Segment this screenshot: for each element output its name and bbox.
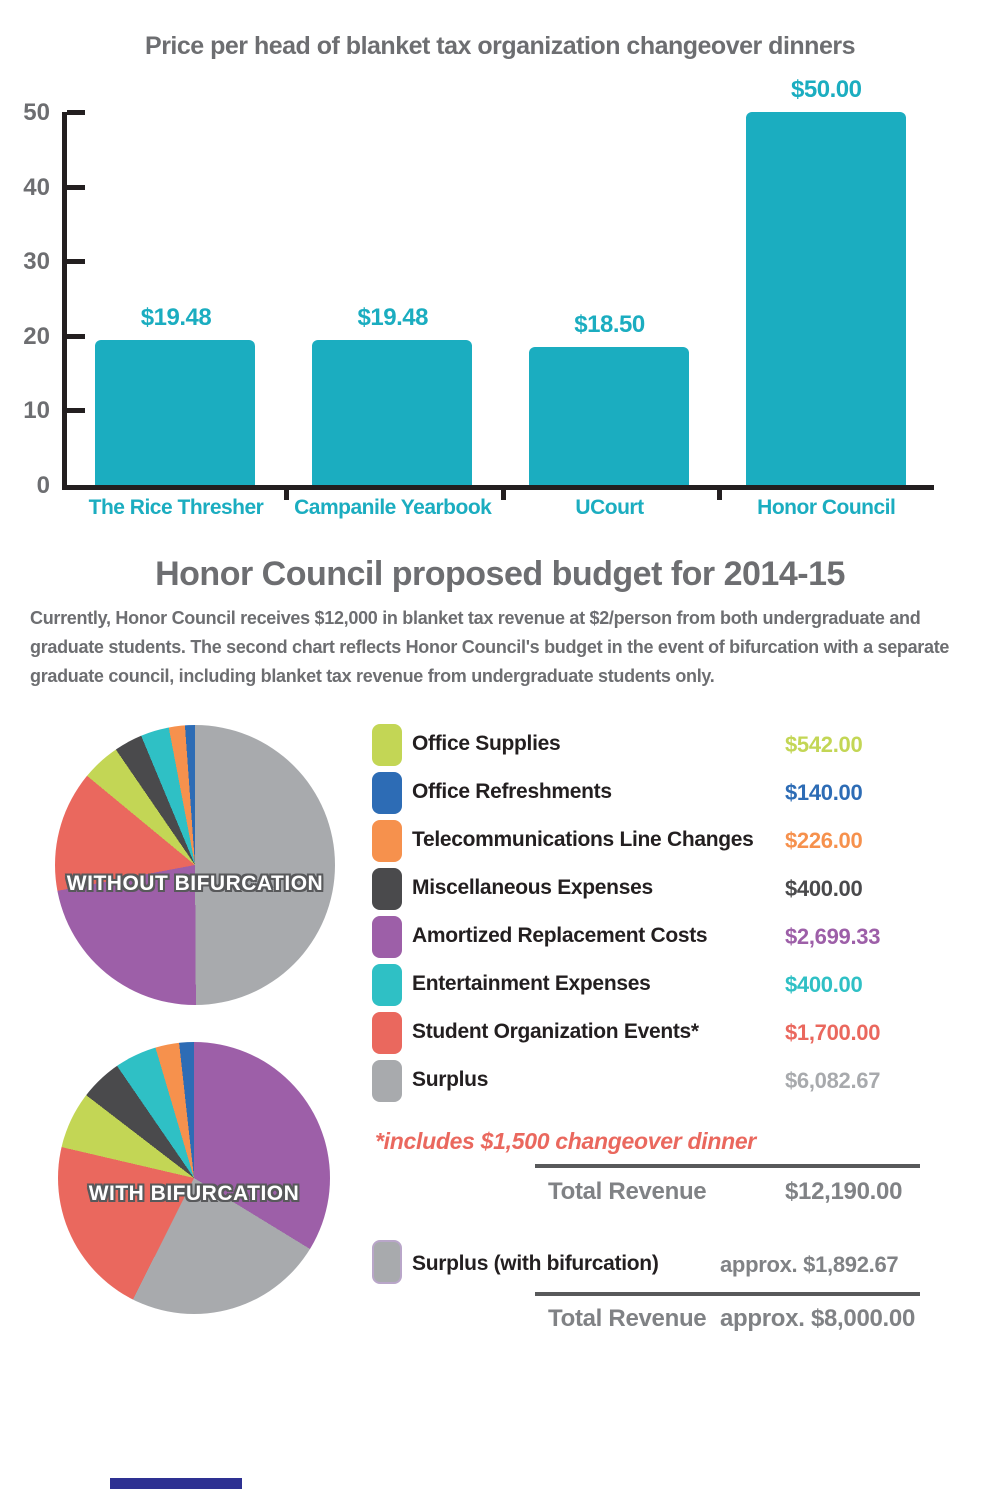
x-axis-category-label: Campanile Yearbook bbox=[294, 496, 492, 519]
pie-chart-with-bifurcation bbox=[58, 1042, 330, 1314]
bar-value-label: $19.48 bbox=[140, 303, 212, 331]
bifurcation-total-revenue-label: Total Revenue bbox=[548, 1305, 707, 1332]
y-axis-tick-label: 50 bbox=[23, 99, 50, 126]
bar-value-label: $19.48 bbox=[357, 303, 429, 331]
legend-swatch bbox=[372, 964, 402, 1006]
x-axis-category-label: The Rice Thresher bbox=[88, 496, 264, 519]
pie-label-with-bifurcation: WITH BIFURCATION bbox=[88, 1182, 300, 1205]
bar-the-rice-thresher bbox=[95, 339, 256, 485]
legend-swatch bbox=[372, 916, 402, 958]
y-axis-tick-label: 0 bbox=[36, 472, 50, 499]
legend-item-value: $542.00 bbox=[785, 732, 863, 757]
section-title: Honor Council proposed budget for 2014-1… bbox=[155, 555, 845, 593]
legend-item: Entertainment Expenses $400.00 bbox=[372, 962, 932, 1010]
legend-item-label: Miscellaneous Expenses bbox=[412, 876, 653, 899]
total-revenue-value: $12,190.00 bbox=[785, 1178, 903, 1205]
x-axis-tick-mark bbox=[717, 490, 723, 500]
divider-line bbox=[535, 1164, 920, 1168]
legend-item-value: $2,699.33 bbox=[785, 924, 881, 949]
legend-item-value: $1,700.00 bbox=[785, 1020, 881, 1045]
y-axis-tick-label: 40 bbox=[23, 173, 50, 201]
y-axis-tick-label: 10 bbox=[23, 397, 50, 425]
legend-item-value: $400.00 bbox=[785, 876, 863, 901]
legend-item-value: $400.00 bbox=[785, 972, 863, 997]
legend-item-label: Surplus bbox=[412, 1068, 489, 1091]
y-axis-tick-label: 20 bbox=[23, 322, 50, 350]
y-axis-tick-mark bbox=[67, 259, 85, 265]
legend-item-value: $140.00 bbox=[785, 780, 863, 805]
x-axis-tick-mark bbox=[283, 490, 289, 500]
pie-chart-without-bifurcation bbox=[55, 725, 335, 1005]
legend-item-label: Telecommunications Line Changes bbox=[412, 828, 754, 851]
legend-swatch bbox=[372, 1012, 402, 1054]
bifurcation-total-revenue-value: approx. $8,000.00 bbox=[720, 1305, 916, 1332]
divider-line bbox=[535, 1292, 920, 1296]
bifurcation-surplus-label: Surplus (with bifurcation) bbox=[412, 1252, 659, 1275]
bar-honor-council bbox=[745, 112, 906, 485]
legend-item-value: $226.00 bbox=[785, 828, 863, 853]
bar-value-label: $18.50 bbox=[574, 310, 645, 338]
surplus-swatch bbox=[372, 1240, 402, 1284]
x-axis-tick-mark bbox=[500, 490, 506, 500]
bar-chart-title: Price per head of blanket tax organizati… bbox=[145, 32, 855, 60]
total-revenue-label: Total Revenue bbox=[548, 1178, 707, 1205]
section-description: Currently, Honor Council receives $12,00… bbox=[30, 608, 950, 686]
legend-footnote: *includes $1,500 changeover dinner bbox=[375, 1128, 756, 1154]
bar-ucourt bbox=[528, 347, 689, 485]
y-axis-tick-mark bbox=[67, 333, 85, 339]
legend-swatch bbox=[372, 868, 402, 910]
legend-item-label: Office Supplies bbox=[412, 732, 561, 755]
legend-item-label: Student Organization Events* bbox=[412, 1020, 699, 1043]
legend-item-label: Entertainment Expenses bbox=[412, 972, 651, 995]
x-axis-category-label: UCourt bbox=[575, 496, 644, 519]
legend-item-value: $6,082.67 bbox=[785, 1068, 881, 1093]
x-axis-category-label: Honor Council bbox=[757, 496, 896, 519]
legend-swatch bbox=[372, 724, 402, 766]
bar-chart: 50 40 30 20 10 0 $19.48 $19.48 $18.50 $50.00 bbox=[23, 76, 934, 500]
legend-item: Miscellaneous Expenses $400.00 bbox=[372, 866, 932, 914]
legend-item: Amortized Replacement Costs $2,699.33 bbox=[372, 914, 932, 962]
legend-item: Surplus $6,082.67 bbox=[372, 1058, 932, 1106]
bar-value-label: $50.00 bbox=[791, 76, 862, 103]
legend-item-label: Amortized Replacement Costs bbox=[412, 924, 708, 947]
legend-item-label: Office Refreshments bbox=[412, 780, 612, 803]
legend-swatch bbox=[372, 1060, 402, 1102]
bottom-blue-strip bbox=[110, 1478, 242, 1489]
bifurcation-surplus-value: approx. $1,892.67 bbox=[720, 1252, 899, 1277]
legend-swatch bbox=[372, 772, 402, 814]
y-axis-tick-mark bbox=[67, 184, 85, 190]
legend-swatch bbox=[372, 820, 402, 862]
y-axis-tick-mark bbox=[67, 408, 85, 414]
y-axis-tick-mark bbox=[67, 110, 85, 115]
y-axis-tick-label: 30 bbox=[23, 248, 50, 276]
legend-item: Telecommunications Line Changes $226.00 bbox=[372, 818, 932, 866]
bar-campanile-yearbook bbox=[312, 339, 473, 485]
legend-item: Office Supplies $542.00 bbox=[372, 722, 932, 770]
pie-label-without-bifurcation: WITHOUT BIFURCATION bbox=[66, 872, 324, 895]
legend-item: Office Refreshments $140.00 bbox=[372, 770, 932, 818]
bifurcation-surplus-row: Surplus (with bifurcation) approx. $1,89… bbox=[372, 1240, 932, 1290]
legend-item: Student Organization Events* $1,700.00 bbox=[372, 1010, 932, 1058]
